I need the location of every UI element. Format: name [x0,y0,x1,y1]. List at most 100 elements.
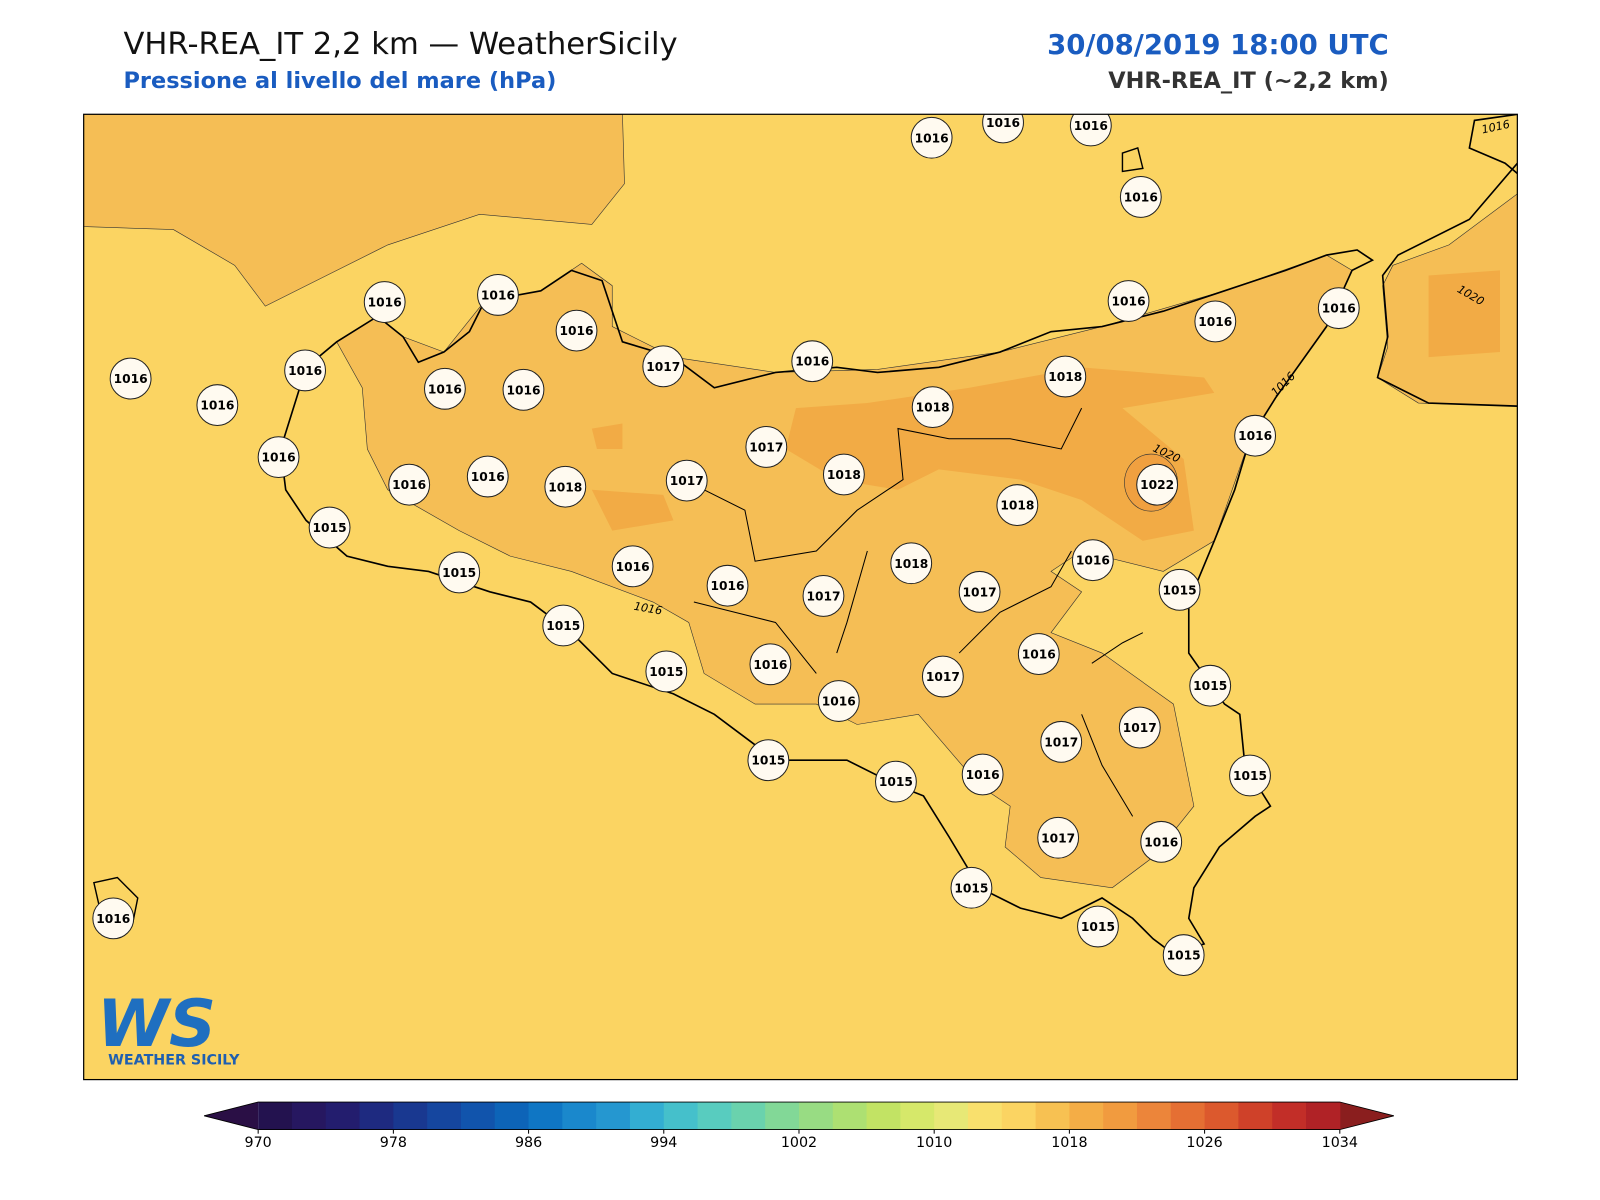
calabria-coast [1468,114,1518,175]
colorbar-bin [866,1102,901,1130]
colorbar-bin [832,1102,868,1130]
station-marker [1162,934,1205,977]
station-marker [1229,754,1271,797]
colorbar-bin [697,1102,732,1130]
station-value: 1015 [751,754,785,768]
station-value: 1017 [670,474,704,488]
station-marker [502,368,545,411]
station-marker [950,866,993,909]
station-value: 1017 [806,589,840,603]
station-marker [284,349,327,392]
colorbar-bin [629,1102,665,1130]
station: 1015 [645,650,688,693]
station: 1016 [1107,280,1150,322]
datetime: 30/08/2019 18:00 UTC [1047,29,1389,61]
colorbar-bin [393,1102,428,1130]
contour-label: 1016 [1480,118,1511,137]
station-marker [109,357,152,400]
station-value: 1016 [262,451,296,465]
station-marker [706,564,749,607]
station-marker [802,575,845,617]
colorbar-bin [1035,1102,1070,1130]
station: 1017 [921,655,964,698]
station: 1017 [1118,706,1161,749]
station: 1015 [438,551,481,594]
colorbar-bin [596,1102,631,1130]
stations: 1016 1016 1016 1016 1016 1016 1016 1017 1016 1016… [92,114,1360,977]
station-marker [363,281,406,323]
station: 1016 [1069,114,1112,147]
colorbar-tick-label: 978 [380,1135,407,1151]
sicily-coast [279,249,1375,955]
station-marker [822,453,865,496]
station: 1016 [423,367,466,410]
station: 1018 [544,465,587,508]
station-value: 1018 [1000,499,1034,513]
station-value: 1016 [1112,295,1146,309]
colorbar-tick-label: 994 [650,1135,677,1151]
station: 1016 [92,897,135,940]
station: 1016 [1071,539,1114,582]
station-value: 1016 [711,579,745,593]
station-value: 1016 [1322,302,1356,316]
station: 1015 [542,604,585,647]
station-value: 1015 [1233,769,1267,783]
colorbar-bin [427,1102,462,1130]
colorbar-bin [967,1102,1003,1130]
station-value: 1016 [986,116,1020,130]
station-marker [1189,664,1232,707]
station-value: 1016 [1124,190,1158,204]
station-marker [1069,114,1112,147]
colorbar-bin [1069,1102,1104,1130]
station-value: 1015 [442,566,476,580]
colorbar-bin [1136,1102,1172,1130]
station: 1017 [665,459,708,502]
station-marker [388,463,431,506]
station: 1016 [1140,820,1183,863]
colorbar-tick-label: 1026 [1186,1135,1222,1151]
station-value: 1017 [926,670,960,684]
station-value: 1018 [548,480,582,494]
station-value: 1018 [827,468,861,482]
station-marker [817,680,860,722]
station: 1016 [791,340,834,383]
station-marker [1158,568,1201,611]
colorbar-tick-label: 986 [515,1135,542,1151]
station-value: 1015 [1193,679,1227,693]
colorbar-under [204,1102,259,1130]
station: 1016 [817,680,860,722]
station-marker [92,897,135,940]
station: 1016 [388,463,431,506]
station-marker [423,367,466,410]
colorbar-bin [1238,1102,1273,1130]
station: 1015 [747,739,790,782]
station-marker [1119,176,1162,218]
station-marker [1037,816,1080,859]
station: 1017 [958,570,1001,613]
station-marker [745,426,788,468]
station: 1018 [1044,355,1087,398]
station: 1016 [109,357,152,400]
station-marker [910,116,953,159]
colorbar-bin [1305,1102,1341,1130]
station-marker [642,345,685,388]
station-marker [961,753,1004,796]
colorbar-bin [359,1102,394,1130]
station-value: 1015 [1081,920,1115,934]
colorbar-bin [900,1102,935,1130]
station: 1018 [822,453,865,496]
station: 1016 [1017,633,1060,675]
station-value: 1015 [1167,949,1201,963]
colorbar-tick-label: 1010 [916,1135,952,1151]
station: 1018 [996,484,1039,527]
station-value: 1017 [1123,721,1157,735]
colorbar-bin [1001,1102,1037,1130]
contour-label: 1016 [633,600,663,618]
station: 1015 [1189,664,1232,707]
pressure-area-high [591,367,1215,541]
station-marker [477,273,519,316]
